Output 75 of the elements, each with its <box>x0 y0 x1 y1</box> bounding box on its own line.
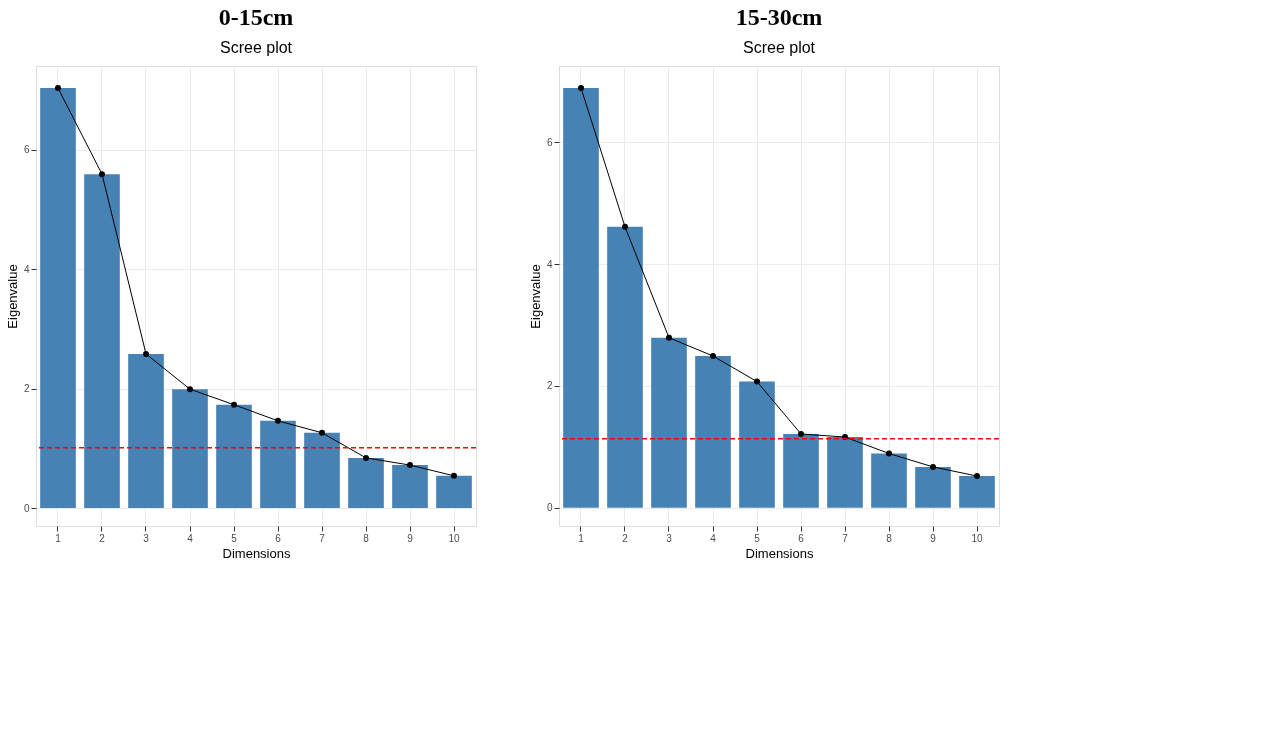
point <box>451 472 457 479</box>
point <box>798 431 804 437</box>
point <box>187 386 193 393</box>
y-tick-label: 6 <box>23 144 30 156</box>
bar <box>695 356 731 508</box>
bar <box>348 457 384 509</box>
point <box>143 350 149 357</box>
bar <box>651 337 687 508</box>
bar <box>563 87 599 508</box>
y-tick-label: 6 <box>546 136 553 148</box>
point <box>886 450 892 457</box>
bar <box>84 174 120 509</box>
bar <box>216 404 252 509</box>
bar <box>260 420 296 509</box>
x-tick-label: 1 <box>55 532 62 544</box>
x-tick-label: 8 <box>363 532 370 544</box>
point <box>930 463 936 470</box>
x-tick-label: 4 <box>187 532 194 544</box>
bar <box>304 432 340 509</box>
bar <box>607 226 643 508</box>
chart-subtitle: Scree plot <box>742 39 816 56</box>
bar <box>739 381 775 508</box>
x-tick-label: 9 <box>407 532 414 544</box>
point <box>974 473 980 480</box>
y-tick-label: 4 <box>546 258 553 270</box>
bar <box>40 88 76 509</box>
point <box>666 334 672 341</box>
x-tick-label: 6 <box>798 532 805 544</box>
bar <box>959 476 995 508</box>
chart-title: 0-15cm <box>218 4 294 30</box>
x-tick-label: 1 <box>578 532 585 544</box>
y-tick-label: 0 <box>546 502 553 514</box>
bar <box>915 466 951 508</box>
point <box>99 171 105 178</box>
point <box>754 378 760 385</box>
bar <box>436 475 472 509</box>
x-tick-label: 6 <box>275 532 282 544</box>
x-tick-label: 5 <box>231 532 238 544</box>
bar <box>783 434 819 508</box>
x-tick-label: 9 <box>930 532 937 544</box>
point <box>578 84 584 91</box>
bar <box>827 437 863 508</box>
x-tick-label: 4 <box>710 532 717 544</box>
point <box>363 454 369 461</box>
x-tick-label: 10 <box>448 532 460 544</box>
bar <box>128 353 164 509</box>
point <box>622 223 628 230</box>
x-tick-label: 3 <box>666 532 673 544</box>
x-tick-label: 2 <box>99 532 106 544</box>
x-tick-label: 3 <box>143 532 150 544</box>
point <box>55 85 61 92</box>
y-tick-label: 4 <box>23 263 30 275</box>
point <box>231 401 237 408</box>
bar <box>392 465 428 509</box>
point <box>407 462 413 469</box>
point <box>275 417 281 424</box>
chart-subtitle: Scree plot <box>219 39 293 56</box>
x-axis-title: Dimensions <box>222 545 291 561</box>
x-axis-title: Dimensions <box>745 545 814 561</box>
x-tick-label: 5 <box>754 532 761 544</box>
point <box>319 429 325 436</box>
x-tick-label: 2 <box>622 532 629 544</box>
y-axis-title: Eigenvalue <box>527 264 543 329</box>
y-tick-label: 2 <box>546 380 553 392</box>
x-tick-label: 10 <box>971 532 983 544</box>
bar <box>172 389 208 509</box>
y-tick-label: 2 <box>23 383 30 395</box>
y-tick-label: 0 <box>23 502 30 514</box>
point <box>710 353 716 360</box>
bar <box>871 453 907 508</box>
y-axis-title: Eigenvalue <box>4 264 20 329</box>
x-tick-label: 8 <box>886 532 893 544</box>
chart-title: 15-30cm <box>735 4 823 30</box>
x-tick-label: 7 <box>319 532 326 544</box>
x-tick-label: 7 <box>842 532 849 544</box>
